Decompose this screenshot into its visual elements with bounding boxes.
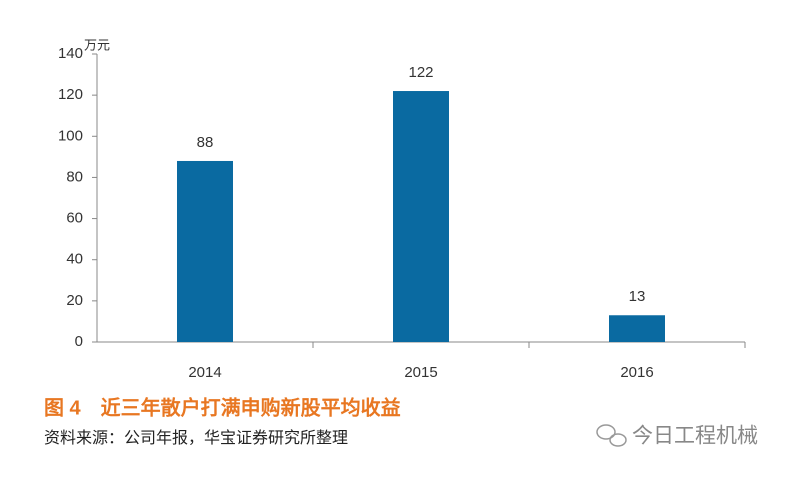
y-tick-label: 140 (58, 45, 83, 62)
y-tick-label: 120 (58, 86, 83, 103)
data-label: 13 (629, 288, 646, 305)
y-tick-label: 80 (66, 168, 83, 185)
source-note: 资料来源：公司年报，华宝证券研究所整理 (44, 429, 348, 447)
bar (177, 160, 233, 342)
x-tick-label: 2015 (404, 364, 437, 381)
data-label: 122 (408, 64, 433, 81)
watermark: 今日工程机械 (632, 425, 758, 448)
bar (609, 315, 665, 342)
x-tick-label: 2016 (620, 364, 653, 381)
data-label: 88 (197, 134, 214, 151)
wechat-icon (596, 424, 627, 447)
chart-title: 图 4 近三年散户打满申购新股平均收益 (44, 395, 401, 419)
y-unit: 万元 (84, 37, 110, 52)
x-tick-label: 2014 (188, 364, 221, 381)
y-tick-label: 40 (66, 251, 83, 268)
y-tick-label: 0 (75, 333, 83, 350)
y-tick-label: 60 (66, 210, 83, 227)
y-tick-label: 20 (66, 292, 83, 309)
y-tick-label: 100 (58, 127, 83, 144)
bar (393, 91, 449, 343)
